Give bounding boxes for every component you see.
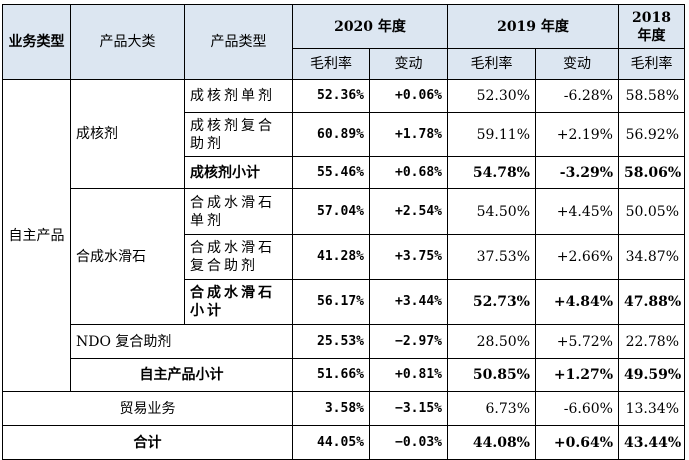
change-2019-cell: +4.45%	[535, 188, 619, 235]
margin-2019-cell: 54.78%	[447, 156, 536, 189]
product-type-cell: 自主产品小计	[70, 358, 293, 392]
table-row: NDO 复合助剂 25.53% −2.97% 28.50% +5.72% 22.…	[3, 324, 685, 359]
change-2019-cell: +5.72%	[535, 324, 619, 359]
margin-2018-cell: 49.59%	[618, 358, 685, 392]
product-type-cell: 成核剂复合助剂	[184, 112, 293, 157]
margin-2020-cell: 52.36%	[292, 79, 370, 113]
margin-2018-cell: 58.58%	[618, 79, 685, 113]
margin-2018-cell: 58.06%	[618, 156, 685, 189]
product-type-cell: NDO 复合助剂	[70, 324, 293, 359]
margin-2018-cell: 47.88%	[618, 279, 685, 325]
margin-2019-cell: 52.30%	[447, 79, 536, 113]
change-2019-cell: +2.66%	[535, 234, 619, 280]
header-2019: 2019 年度	[447, 4, 619, 49]
table-row: 自主产品小计 51.66% +0.81% 50.85% +1.27% 49.59…	[3, 358, 685, 392]
margin-2019-cell: 59.11%	[447, 112, 536, 157]
header-2018-gross-margin: 毛利率	[618, 48, 685, 80]
change-2020-cell: −2.97%	[369, 324, 448, 359]
margin-2020-cell: 51.66%	[292, 358, 370, 392]
change-2019-cell: -6.60%	[535, 391, 619, 426]
change-2020-cell: +2.54%	[369, 188, 448, 235]
product-type-cell: 成核剂单剂	[184, 79, 293, 113]
change-2020-cell: +1.78%	[369, 112, 448, 157]
margin-2020-cell: 25.53%	[292, 324, 370, 359]
trade-business-label: 贸易业务	[2, 391, 293, 426]
header-2020-gross-margin: 毛利率	[292, 48, 370, 80]
margin-2019-cell: 28.50%	[447, 324, 536, 359]
margin-2019-cell: 44.08%	[447, 425, 536, 460]
product-type-cell: 合成水滑石复合助剂	[184, 234, 293, 280]
margin-2020-cell: 60.89%	[292, 112, 370, 157]
margin-2020-cell: 44.05%	[292, 425, 370, 460]
change-2019-cell: +4.84%	[535, 279, 619, 325]
product-type-cell: 合成水滑石小计	[184, 279, 293, 325]
change-2019-cell: +2.19%	[535, 112, 619, 157]
margin-2018-cell: 56.92%	[618, 112, 685, 157]
header-2019-change: 变动	[535, 48, 619, 80]
gross-margin-table: 业务类型 产品大类 产品类型 2020 年度 2019 年度 2018 年度 毛…	[2, 4, 685, 460]
total-label: 合计	[2, 425, 293, 460]
change-2019-cell: -3.29%	[535, 156, 619, 189]
table-row: 合成水滑石 合成水滑石单剂 57.04% +2.54% 54.50% +4.45…	[3, 188, 685, 325]
margin-2019-cell: 37.53%	[447, 234, 536, 280]
margin-2020-cell: 41.28%	[292, 234, 370, 280]
margin-2019-cell: 50.85%	[447, 358, 536, 392]
margin-2020-cell: 3.58%	[292, 391, 370, 426]
header-2019-gross-margin: 毛利率	[447, 48, 536, 80]
group-talc: 合成水滑石	[70, 188, 185, 325]
change-2020-cell: −0.03%	[369, 425, 448, 460]
header-product-group: 产品大类	[70, 4, 185, 80]
header-category: 业务类型	[2, 4, 71, 80]
header-product-type: 产品类型	[184, 4, 293, 80]
margin-2018-cell: 22.78%	[618, 324, 685, 359]
margin-2019-cell: 52.73%	[447, 279, 536, 325]
margin-2020-cell: 55.46%	[292, 156, 370, 189]
margin-2020-cell: 57.04%	[292, 188, 370, 235]
change-2019-cell: +1.27%	[535, 358, 619, 392]
change-2020-cell: −3.15%	[369, 391, 448, 426]
margin-2018-cell: 34.87%	[618, 234, 685, 280]
change-2020-cell: +0.06%	[369, 79, 448, 113]
header-2020: 2020 年度	[292, 4, 448, 49]
change-2020-cell: +0.81%	[369, 358, 448, 392]
product-type-cell: 合成水滑石单剂	[184, 188, 293, 235]
table-row: 合计 44.05% −0.03% 44.08% +0.64% 43.44%	[2, 425, 685, 460]
header-2020-change: 变动	[369, 48, 448, 80]
group-nucleating: 成核剂	[70, 79, 185, 189]
margin-2018-cell: 50.05%	[618, 188, 685, 235]
change-2019-cell: -6.28%	[535, 79, 619, 113]
change-2020-cell: +3.75%	[369, 234, 448, 280]
margin-2019-cell: 6.73%	[447, 391, 536, 426]
header-2018: 2018 年度	[618, 4, 685, 49]
margin-2020-cell: 56.17%	[292, 279, 370, 325]
margin-2018-cell: 43.44%	[618, 425, 685, 460]
category-own-products: 自主产品	[2, 79, 71, 392]
table-row: 成核剂复合助剂 60.89% +1.78% 59.11% +2.19% 56.9…	[3, 112, 685, 157]
change-2019-cell: +0.64%	[535, 425, 619, 460]
table-row: 自主产品 成核剂 成核剂单剂 52.36% +0.06% 52.30% -6.2…	[2, 79, 685, 392]
change-2020-cell: +0.68%	[369, 156, 448, 189]
table-row: 贸易业务 3.58% −3.15% 6.73% -6.60% 13.34%	[2, 391, 685, 426]
margin-2018-cell: 13.34%	[618, 391, 685, 426]
change-2020-cell: +3.44%	[369, 279, 448, 325]
margin-2019-cell: 54.50%	[447, 188, 536, 235]
product-type-cell: 成核剂小计	[184, 156, 293, 189]
